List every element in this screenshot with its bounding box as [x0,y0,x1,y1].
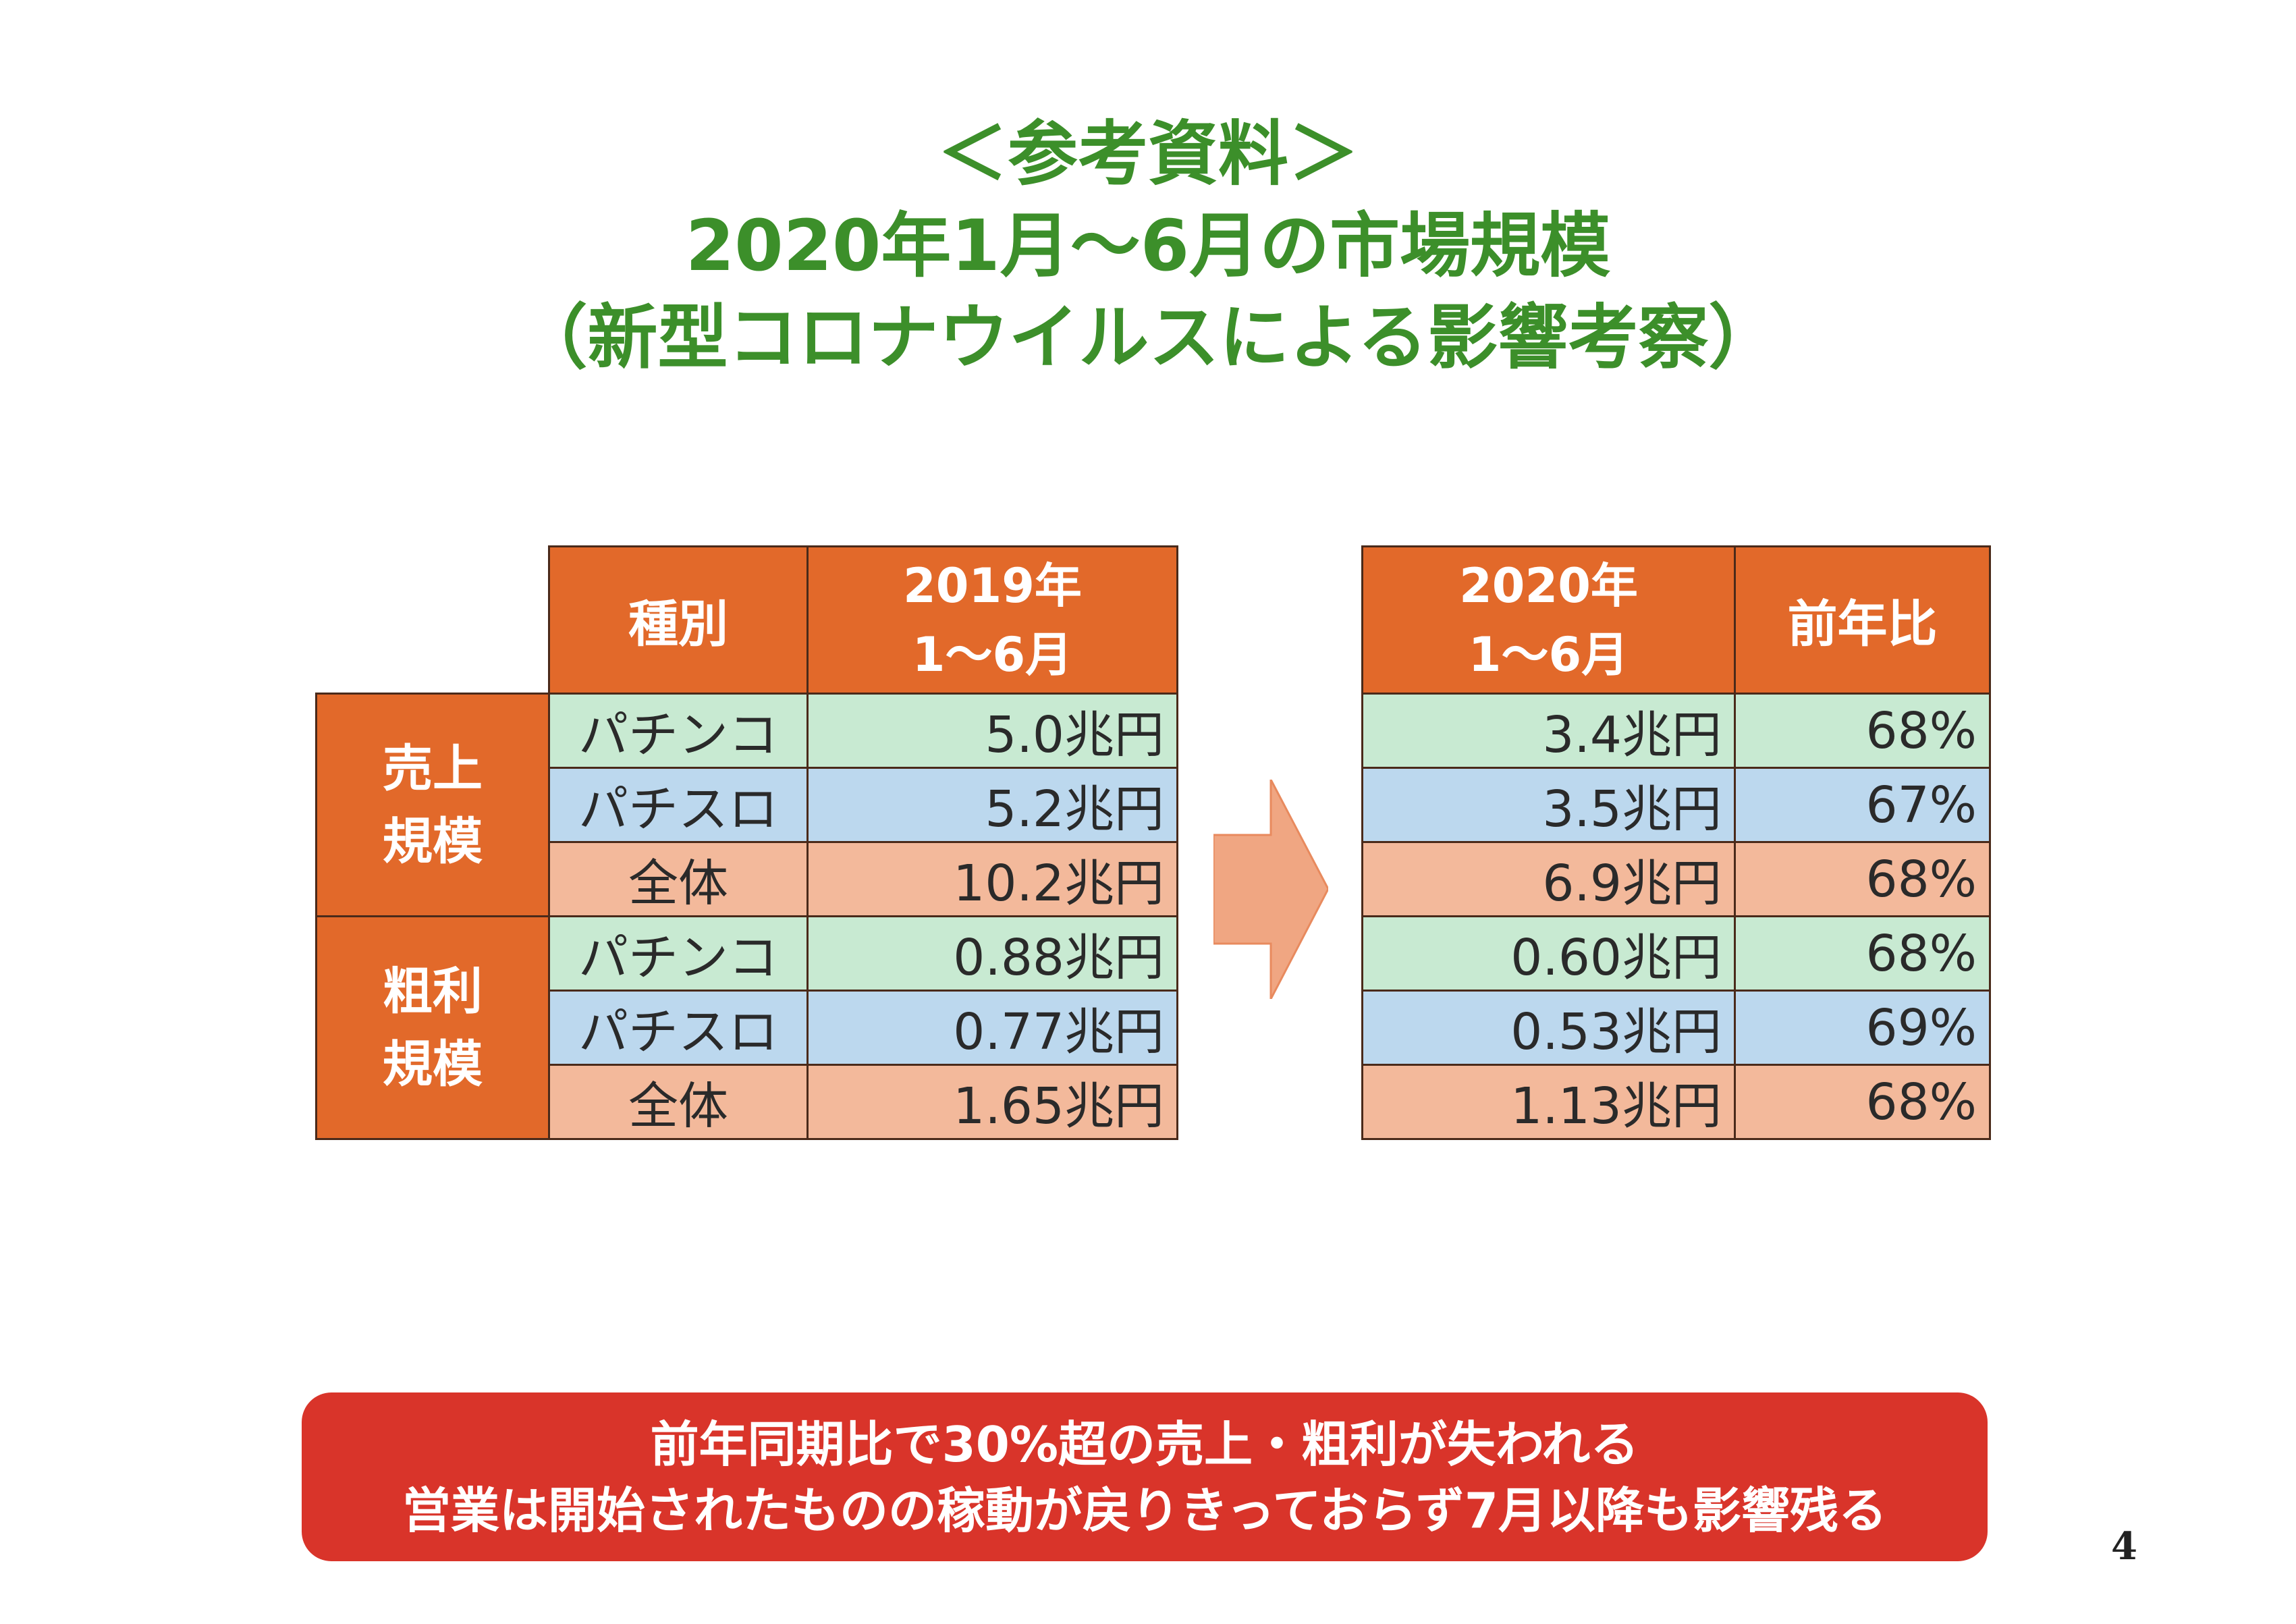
header-period-2019: 2019年 1～6月 [807,545,1178,695]
value-cell: 1.65兆円 [807,1064,1178,1140]
header-period-2020-year: 2020年 [1459,558,1638,614]
summary-banner: 前年同期比で30%超の売上・粗利が失われる 営業は開始されたものの稼動が戻りきっ… [302,1392,1988,1561]
group-label-profit-line2: 規模 [383,1035,483,1093]
table-row: 6.9兆円 68% [1361,841,1991,917]
value-cell: 5.0兆円 [807,693,1178,769]
page-number: 4 [2111,1524,2137,1569]
value-cell: 1.13兆円 [1361,1064,1736,1140]
ratio-cell: 67% [1734,767,1991,843]
value-cell: 3.5兆円 [1361,767,1736,843]
title-block: ＜参考資料＞ 2020年1月～6月の市場規模 （新型コロナウイルスによる影響考察… [0,108,2296,383]
group-label-gross-profit: 粗利 規模 [315,915,550,1140]
header-period-2020-months: 1～6月 [1468,626,1629,682]
value-cell: 5.2兆円 [807,767,1178,843]
right-arrow-icon [1213,780,1328,999]
value-cell: 0.60兆円 [1361,915,1736,992]
table-2020: 2020年 1～6月 前年比 3.4兆円 68% 3.5兆円 67% 6.9兆円… [1361,545,1991,1140]
header-period-2020: 2020年 1～6月 [1361,545,1736,695]
table-row: パチスロ 5.2兆円 [317,767,1178,843]
group-label-profit-line1: 粗利 [383,962,483,1021]
summary-line-2: 営業は開始されたものの稼動が戻りきっておらず7月以降も影響残る [402,1482,1888,1539]
value-cell: 10.2兆円 [807,841,1178,917]
table-row: 3.4兆円 68% [1361,693,1991,769]
table-row: 全体 1.65兆円 [317,1064,1178,1140]
empty-corner-cell [317,547,549,694]
kind-cell: 全体 [548,1064,809,1140]
table-row: 0.60兆円 68% [1361,915,1991,992]
table-row: 0.53兆円 69% [1361,990,1991,1066]
group-label-sales-line2: 規模 [383,812,483,871]
value-cell: 6.9兆円 [1361,841,1736,917]
ratio-cell: 68% [1734,1064,1991,1140]
kind-cell: パチスロ [548,767,809,843]
value-cell: 3.4兆円 [1361,693,1736,769]
ratio-cell: 68% [1734,915,1991,992]
header-kind: 種別 [548,545,809,695]
header-period-2019-months: 1～6月 [912,626,1073,682]
kind-cell: パチスロ [548,990,809,1066]
table-row: 売上 規模 パチンコ 5.0兆円 [315,693,1178,917]
title-reference-label: ＜参考資料＞ [937,113,1359,195]
title-market-size: 2020年1月～6月の市場規模 [685,205,1611,287]
value-cell: 0.88兆円 [807,915,1178,992]
table-row: 全体 10.2兆円 [317,841,1178,917]
header-year-over-year: 前年比 [1734,545,1991,695]
table-2019: 種別 2019年 1～6月 売上 規模 パチンコ 5.0兆円 パチスロ 5.2兆… [315,545,1178,1140]
table-row: 1.13兆円 68% [1361,1064,1991,1140]
kind-cell: パチンコ [548,693,809,769]
ratio-cell: 68% [1734,841,1991,917]
table-row: パチスロ 0.77兆円 [317,990,1178,1066]
group-label-sales: 売上 規模 [315,693,550,917]
title-covid-impact: （新型コロナウイルスによる影響考察） [517,296,1779,379]
value-cell: 0.53兆円 [1361,990,1736,1066]
kind-cell: パチンコ [548,915,809,992]
ratio-cell: 68% [1734,693,1991,769]
table-row: 3.5兆円 67% [1361,767,1991,843]
value-cell: 0.77兆円 [807,990,1178,1066]
group-label-sales-line1: 売上 [383,739,483,798]
table-row: 粗利 規模 パチンコ 0.88兆円 [315,915,1178,1140]
ratio-cell: 69% [1734,990,1991,1066]
summary-line-1: 前年同期比で30%超の売上・粗利が失われる [650,1416,1639,1473]
kind-cell: 全体 [548,841,809,917]
header-period-2019-year: 2019年 [903,558,1082,614]
